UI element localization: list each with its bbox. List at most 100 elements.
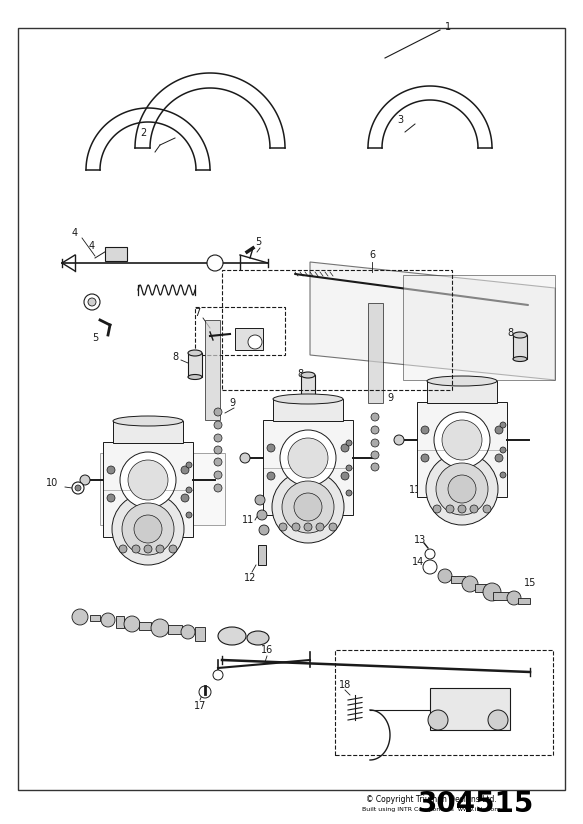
Circle shape: [272, 471, 344, 543]
Circle shape: [181, 625, 195, 639]
Circle shape: [442, 420, 482, 460]
Text: 18: 18: [339, 680, 351, 690]
Circle shape: [75, 485, 81, 491]
Circle shape: [434, 412, 490, 468]
Circle shape: [341, 444, 349, 452]
Circle shape: [84, 294, 100, 310]
Circle shape: [446, 505, 454, 513]
Circle shape: [248, 335, 262, 349]
Circle shape: [428, 710, 448, 730]
Bar: [518, 598, 530, 604]
Circle shape: [119, 545, 127, 553]
Bar: [100, 453, 225, 525]
Text: 17: 17: [194, 701, 206, 711]
Text: 11: 11: [242, 515, 254, 525]
Bar: [475, 584, 489, 592]
Bar: [103, 442, 193, 537]
Circle shape: [495, 426, 503, 434]
Circle shape: [257, 510, 267, 520]
Circle shape: [371, 439, 379, 447]
Circle shape: [107, 494, 115, 502]
Circle shape: [186, 487, 192, 493]
Circle shape: [448, 475, 476, 503]
Text: 7: 7: [194, 308, 200, 318]
Bar: [90, 615, 100, 621]
Circle shape: [128, 460, 168, 500]
Bar: [113, 421, 183, 443]
Bar: [368, 303, 383, 403]
Circle shape: [394, 435, 404, 445]
Circle shape: [88, 298, 96, 306]
Bar: [168, 625, 182, 634]
Circle shape: [124, 616, 140, 632]
Circle shape: [500, 447, 506, 453]
Bar: [139, 622, 151, 630]
Circle shape: [151, 619, 169, 637]
Circle shape: [436, 463, 488, 515]
Ellipse shape: [513, 357, 527, 362]
Circle shape: [421, 426, 429, 434]
Circle shape: [426, 453, 498, 525]
Circle shape: [371, 413, 379, 421]
Text: 16: 16: [261, 645, 273, 655]
Polygon shape: [310, 262, 555, 380]
Bar: [205, 320, 220, 420]
Circle shape: [112, 493, 184, 565]
Circle shape: [267, 472, 275, 480]
Circle shape: [255, 495, 265, 505]
Circle shape: [495, 454, 503, 462]
Circle shape: [371, 463, 379, 471]
Ellipse shape: [301, 372, 315, 378]
Circle shape: [304, 523, 312, 531]
Ellipse shape: [113, 416, 183, 426]
Bar: [105, 247, 127, 261]
Circle shape: [346, 465, 352, 471]
Circle shape: [186, 512, 192, 518]
Bar: [427, 381, 497, 403]
Bar: [403, 275, 555, 380]
Text: 15: 15: [524, 578, 536, 588]
Bar: [263, 420, 353, 515]
Text: 4: 4: [89, 241, 95, 251]
Circle shape: [500, 422, 506, 428]
Circle shape: [214, 471, 222, 479]
Circle shape: [107, 466, 115, 474]
Polygon shape: [86, 108, 210, 170]
Circle shape: [214, 446, 222, 454]
Text: 10: 10: [46, 478, 58, 488]
Ellipse shape: [513, 332, 527, 338]
Ellipse shape: [247, 631, 269, 645]
Bar: [513, 335, 527, 359]
Circle shape: [425, 549, 435, 559]
Bar: [430, 688, 510, 730]
Circle shape: [500, 472, 506, 478]
Bar: [195, 307, 285, 355]
Circle shape: [134, 515, 162, 543]
Circle shape: [507, 591, 521, 605]
Bar: [116, 616, 124, 628]
Polygon shape: [135, 73, 285, 148]
Circle shape: [288, 438, 328, 478]
Circle shape: [207, 255, 223, 271]
Polygon shape: [368, 86, 492, 148]
Circle shape: [458, 505, 466, 513]
Text: 304515: 304515: [417, 790, 533, 818]
Circle shape: [120, 452, 176, 508]
Circle shape: [214, 421, 222, 429]
Bar: [195, 627, 205, 641]
Bar: [451, 576, 465, 583]
Text: 13: 13: [414, 535, 426, 545]
Text: 6: 6: [369, 250, 375, 260]
Circle shape: [371, 451, 379, 459]
Circle shape: [423, 560, 437, 574]
Text: 12: 12: [244, 573, 256, 583]
Circle shape: [433, 505, 441, 513]
Text: 9: 9: [387, 393, 393, 403]
Circle shape: [294, 493, 322, 521]
Circle shape: [267, 444, 275, 452]
Circle shape: [199, 686, 211, 698]
Text: 14: 14: [412, 557, 424, 567]
Text: 1: 1: [445, 22, 451, 32]
Circle shape: [186, 462, 192, 468]
Circle shape: [462, 576, 478, 592]
